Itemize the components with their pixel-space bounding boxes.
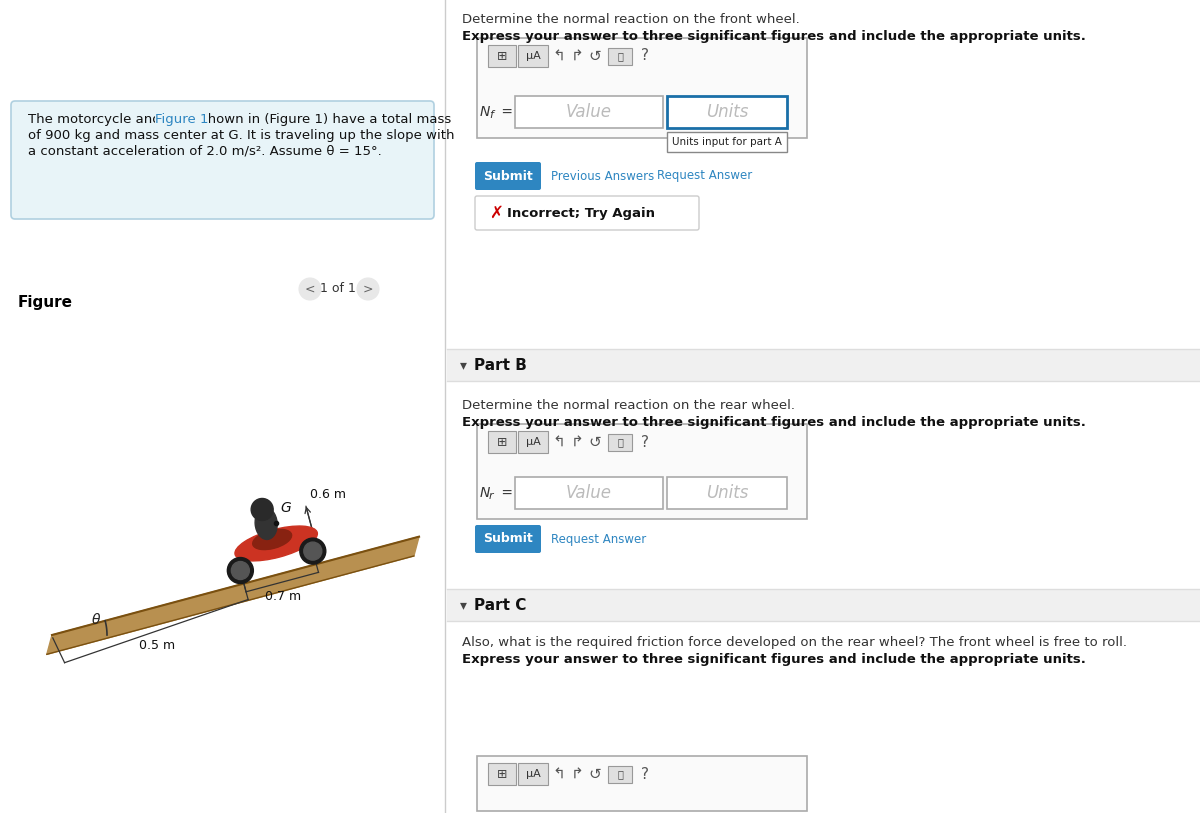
- Text: μA: μA: [526, 769, 540, 779]
- Text: <: <: [305, 282, 316, 295]
- Text: Value: Value: [566, 484, 612, 502]
- Text: ↱: ↱: [571, 434, 583, 450]
- Text: ↺: ↺: [589, 434, 601, 450]
- Text: a constant acceleration of 2.0 m/s². Assume θ = 15°.: a constant acceleration of 2.0 m/s². Ass…: [28, 145, 382, 158]
- Text: ▾: ▾: [460, 358, 467, 372]
- Text: =: =: [497, 105, 514, 119]
- Text: Figure: Figure: [18, 295, 73, 310]
- FancyBboxPatch shape: [488, 431, 516, 453]
- Text: ⊞: ⊞: [497, 436, 508, 449]
- Text: 0.6 m: 0.6 m: [311, 489, 347, 502]
- Text: ?: ?: [641, 434, 649, 450]
- Text: θ: θ: [92, 613, 101, 627]
- Text: f: f: [490, 110, 493, 120]
- FancyBboxPatch shape: [475, 525, 541, 553]
- Text: Submit: Submit: [484, 169, 533, 182]
- Ellipse shape: [256, 507, 277, 540]
- Text: Figure 1: Figure 1: [155, 113, 209, 126]
- Text: of 900 kg and mass center at G. It is traveling up the slope with: of 900 kg and mass center at G. It is tr…: [28, 129, 455, 142]
- Text: Part C: Part C: [474, 598, 527, 612]
- Ellipse shape: [253, 529, 292, 550]
- Text: 0.7 m: 0.7 m: [265, 590, 301, 603]
- FancyBboxPatch shape: [478, 756, 808, 811]
- Text: ⎕: ⎕: [617, 437, 623, 447]
- Text: ↺: ↺: [589, 49, 601, 63]
- FancyBboxPatch shape: [446, 349, 1200, 381]
- Text: Request Answer: Request Answer: [551, 533, 647, 546]
- FancyBboxPatch shape: [515, 96, 662, 128]
- FancyBboxPatch shape: [608, 434, 632, 451]
- Text: 0.5 m: 0.5 m: [139, 639, 175, 652]
- FancyBboxPatch shape: [608, 766, 632, 783]
- FancyBboxPatch shape: [518, 763, 548, 785]
- Text: ?: ?: [641, 49, 649, 63]
- Text: Express your answer to three significant figures and include the appropriate uni: Express your answer to three significant…: [462, 30, 1086, 43]
- Text: =: =: [497, 486, 514, 500]
- Text: Express your answer to three significant figures and include the appropriate uni: Express your answer to three significant…: [462, 653, 1086, 666]
- FancyBboxPatch shape: [608, 48, 632, 65]
- FancyBboxPatch shape: [488, 763, 516, 785]
- Text: μA: μA: [526, 51, 540, 61]
- FancyBboxPatch shape: [518, 45, 548, 67]
- Text: Express your answer to three significant figures and include the appropriate uni: Express your answer to three significant…: [462, 416, 1086, 429]
- Text: ⊞: ⊞: [497, 50, 508, 63]
- Circle shape: [232, 562, 250, 580]
- Circle shape: [299, 278, 322, 300]
- Text: ↰: ↰: [553, 49, 565, 63]
- Text: ⊞: ⊞: [497, 767, 508, 780]
- FancyBboxPatch shape: [478, 424, 808, 519]
- Text: >: >: [362, 282, 373, 295]
- FancyBboxPatch shape: [667, 477, 787, 509]
- Text: Value: Value: [566, 103, 612, 121]
- Text: ↰: ↰: [553, 767, 565, 781]
- Text: Incorrect; Try Again: Incorrect; Try Again: [508, 207, 655, 220]
- Text: ⎕: ⎕: [617, 51, 623, 61]
- Text: Previous Answers: Previous Answers: [551, 169, 654, 182]
- Text: μA: μA: [526, 437, 540, 447]
- Text: N: N: [480, 486, 491, 500]
- FancyBboxPatch shape: [518, 431, 548, 453]
- FancyBboxPatch shape: [446, 589, 1200, 621]
- Text: G: G: [280, 502, 290, 515]
- Text: ↱: ↱: [571, 767, 583, 781]
- Text: Also, what is the required friction force developed on the rear wheel? The front: Also, what is the required friction forc…: [462, 636, 1127, 649]
- FancyBboxPatch shape: [11, 101, 434, 219]
- Text: ↱: ↱: [571, 49, 583, 63]
- Text: ↰: ↰: [553, 434, 565, 450]
- FancyBboxPatch shape: [667, 132, 787, 152]
- Text: Units: Units: [706, 103, 748, 121]
- Text: Units input for part A: Units input for part A: [672, 137, 782, 147]
- Text: 1 of 1: 1 of 1: [320, 282, 356, 295]
- Text: ↺: ↺: [589, 767, 601, 781]
- FancyBboxPatch shape: [475, 162, 541, 190]
- Polygon shape: [47, 537, 419, 654]
- Text: N: N: [480, 105, 491, 119]
- FancyBboxPatch shape: [488, 45, 516, 67]
- FancyBboxPatch shape: [478, 38, 808, 138]
- Text: Submit: Submit: [484, 533, 533, 546]
- Text: ⎕: ⎕: [617, 769, 623, 779]
- Circle shape: [251, 498, 274, 520]
- Circle shape: [300, 538, 325, 564]
- FancyBboxPatch shape: [667, 96, 787, 128]
- Text: Determine the normal reaction on the front wheel.: Determine the normal reaction on the fro…: [462, 13, 799, 26]
- Text: ✗: ✗: [490, 204, 503, 222]
- Text: Determine the normal reaction on the rear wheel.: Determine the normal reaction on the rea…: [462, 399, 796, 412]
- Text: Request Answer: Request Answer: [658, 169, 752, 182]
- Text: ▾: ▾: [460, 598, 467, 612]
- Text: The motorcycle and rider shown in (Figure 1) have a total mass: The motorcycle and rider shown in (Figur…: [28, 113, 451, 126]
- Circle shape: [304, 542, 322, 560]
- Text: r: r: [490, 491, 493, 501]
- FancyBboxPatch shape: [475, 196, 698, 230]
- Text: Units: Units: [706, 484, 748, 502]
- FancyBboxPatch shape: [515, 477, 662, 509]
- Text: Part B: Part B: [474, 358, 527, 372]
- Ellipse shape: [235, 526, 317, 561]
- Circle shape: [227, 558, 253, 584]
- Circle shape: [358, 278, 379, 300]
- Text: ?: ?: [641, 767, 649, 781]
